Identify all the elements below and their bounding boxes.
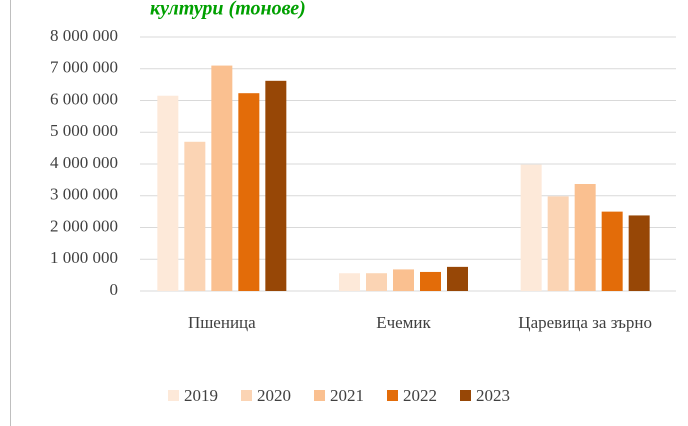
- bar: [601, 211, 623, 291]
- y-tick-label: 1 000 000: [50, 248, 118, 267]
- legend-label: 2020: [257, 386, 291, 405]
- bar: [157, 95, 179, 291]
- bar: [574, 184, 596, 291]
- bar: [238, 93, 260, 291]
- bar: [265, 80, 287, 291]
- bar: [628, 215, 650, 291]
- legend-swatch: [314, 390, 325, 401]
- legend-label: 2021: [330, 386, 364, 405]
- y-tick-label: 6 000 000: [50, 89, 118, 108]
- bar: [366, 273, 387, 291]
- bar: [447, 266, 468, 291]
- y-tick-label: 8 000 000: [50, 26, 118, 45]
- bar: [339, 273, 360, 291]
- x-tick-label: Пшеница: [187, 313, 256, 332]
- bar: [420, 271, 441, 291]
- legend-label: 2019: [184, 386, 218, 405]
- bar: [393, 269, 414, 291]
- legend-swatch: [241, 390, 252, 401]
- y-tick-label: 3 000 000: [50, 185, 118, 204]
- bar: [547, 196, 569, 291]
- legend-swatch: [168, 390, 179, 401]
- x-tick-label: Царевица за зърно: [518, 313, 653, 332]
- legend-swatch: [387, 390, 398, 401]
- y-tick-label: 7 000 000: [50, 58, 118, 77]
- legend-label: 2022: [403, 386, 437, 405]
- y-tick-label: 2 000 000: [50, 216, 118, 235]
- bar: [520, 164, 542, 291]
- bar: [211, 65, 233, 291]
- y-tick-label: 0: [110, 280, 119, 299]
- legend-swatch: [460, 390, 471, 401]
- chart-title: култури (тонове): [150, 0, 306, 20]
- legend-label: 2023: [476, 386, 510, 405]
- y-tick-label: 5 000 000: [50, 121, 118, 140]
- bar: [184, 141, 206, 291]
- y-tick-label: 4 000 000: [50, 153, 118, 172]
- x-tick-label: Ечемик: [376, 313, 431, 332]
